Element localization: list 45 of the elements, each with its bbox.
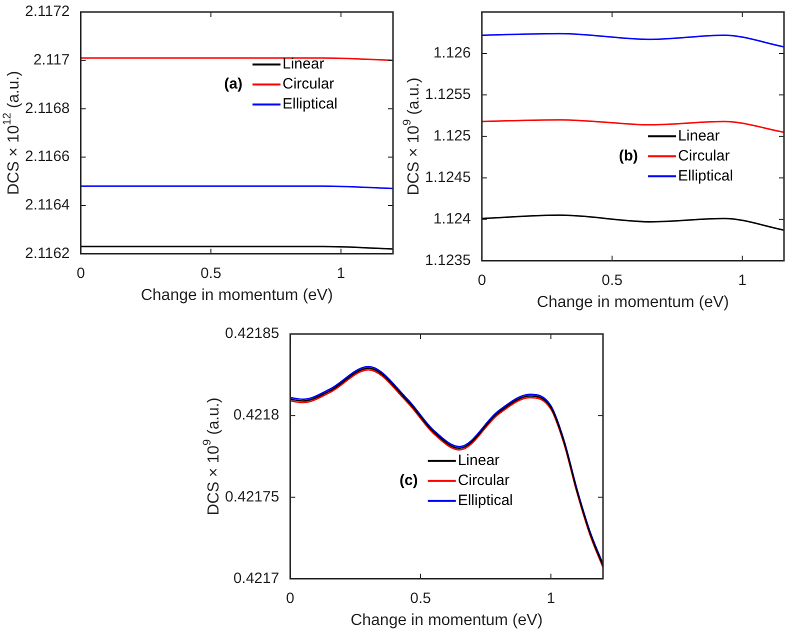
- legend-label: Circular: [678, 147, 730, 164]
- y-tick-label: 1.1235: [424, 252, 471, 269]
- y-axis-title: DCS × 1012 (a.u.): [2, 70, 22, 195]
- y-tick-label: 0.4218: [233, 406, 280, 424]
- x-tick-label: 0: [76, 264, 85, 282]
- x-tick-label: 1: [336, 264, 346, 282]
- y-tick-label: 2.1162: [25, 244, 70, 262]
- legend-label: Elliptical: [678, 167, 734, 184]
- y-tick-label: 1.126: [433, 44, 471, 62]
- y-tick-label: 2.117: [33, 52, 70, 68]
- legend-label: Linear: [458, 452, 500, 470]
- y-tick-label: 2.1164: [25, 196, 70, 214]
- y-axis-title: DCS × 109 (a.u.): [402, 77, 422, 196]
- x-tick-label: 0.5: [602, 272, 623, 289]
- line-series: [482, 214, 784, 231]
- annotation: (a): [224, 76, 242, 93]
- x-tick-label: 0: [478, 272, 486, 289]
- y-tick-label: 2.1168: [25, 100, 70, 117]
- x-axis-title: Change in momentum (eV): [350, 612, 543, 629]
- x-tick-label: 1: [546, 590, 556, 607]
- x-axis-title: Change in momentum (eV): [536, 294, 729, 311]
- annotation: (b): [618, 147, 638, 164]
- line-series: [482, 32, 784, 48]
- x-tick-label: 1: [738, 272, 746, 289]
- y-tick-label: 1.1255: [424, 86, 471, 104]
- y-tick-label: 1.1245: [424, 169, 471, 186]
- legend-label: Linear: [678, 127, 720, 144]
- legend-label: Circular: [458, 472, 510, 490]
- x-axis-title: Change in momentum (eV): [140, 286, 333, 304]
- x-tick-label: 0: [286, 590, 294, 607]
- legend-label: Linear: [282, 56, 324, 73]
- legend-label: Elliptical: [282, 96, 338, 113]
- x-tick-label: 0.5: [410, 590, 431, 607]
- y-tick-label: 0.42185: [224, 325, 280, 342]
- y-tick-label: 0.42175: [224, 488, 280, 506]
- legend-label: Circular: [282, 76, 334, 93]
- y-axis-title: DCS × 109 (a.u.): [202, 397, 222, 516]
- legend-label: Elliptical: [458, 492, 513, 510]
- annotation: (c): [400, 472, 418, 490]
- y-tick-label: 2.1172: [25, 3, 70, 20]
- y-tick-label: 0.4217: [233, 570, 280, 587]
- y-tick-label: 1.125: [433, 128, 471, 145]
- y-tick-label: 2.1166: [25, 148, 70, 166]
- y-tick-label: 1.124: [433, 210, 471, 228]
- x-tick-label: 0.5: [200, 264, 222, 282]
